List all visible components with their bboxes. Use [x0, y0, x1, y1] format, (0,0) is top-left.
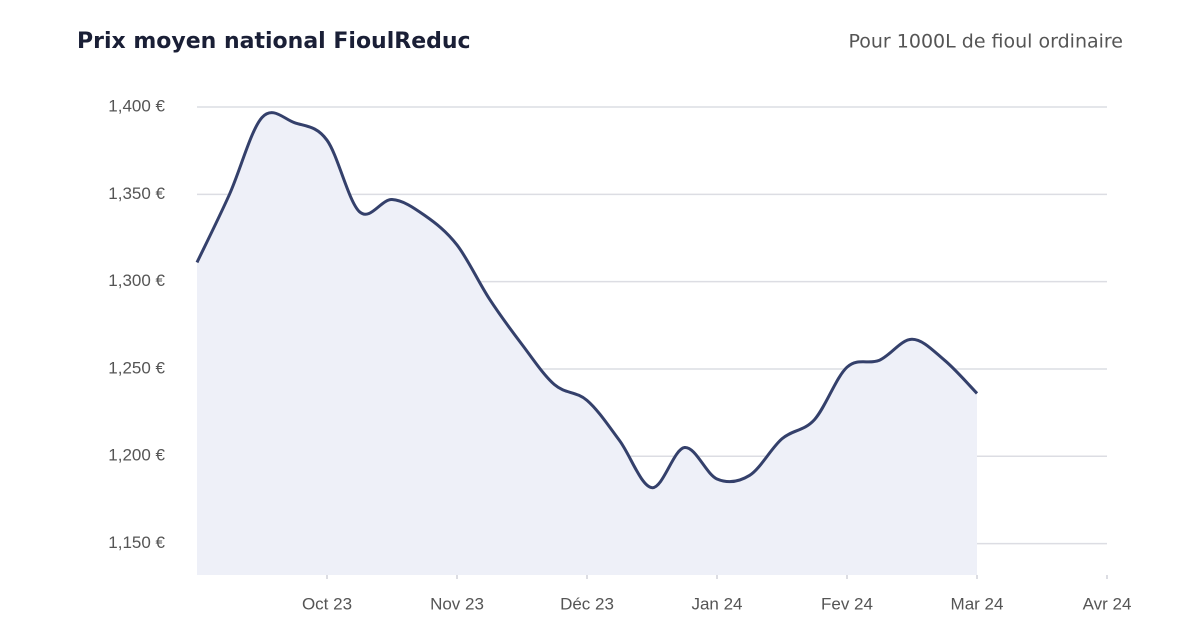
y-tick-label: 1,250 € — [108, 358, 165, 377]
x-tick-label: Jan 24 — [691, 594, 742, 613]
line — [195, 111, 979, 490]
x-tick-label: Mar 24 — [951, 594, 1004, 613]
y-tick-label: 1,400 € — [108, 96, 165, 115]
area — [197, 112, 977, 575]
x-tick-label: Déc 23 — [560, 594, 614, 613]
x-tick-label: Fev 24 — [821, 594, 873, 613]
y-tick-label: 1,150 € — [108, 533, 165, 552]
chart-title: Prix moyen national FioulReduc — [77, 29, 471, 54]
y-tick-label: 1,200 € — [108, 446, 165, 465]
y-tick-label: 1,300 € — [108, 271, 165, 290]
x-tick-label: Avr 24 — [1083, 594, 1132, 613]
x-tick-label: Oct 23 — [302, 594, 352, 613]
x-tick-label: Nov 23 — [430, 594, 484, 613]
y-tick-label: 1,350 € — [108, 184, 165, 203]
chart-subtitle: Pour 1000L de fioul ordinaire — [848, 31, 1123, 53]
